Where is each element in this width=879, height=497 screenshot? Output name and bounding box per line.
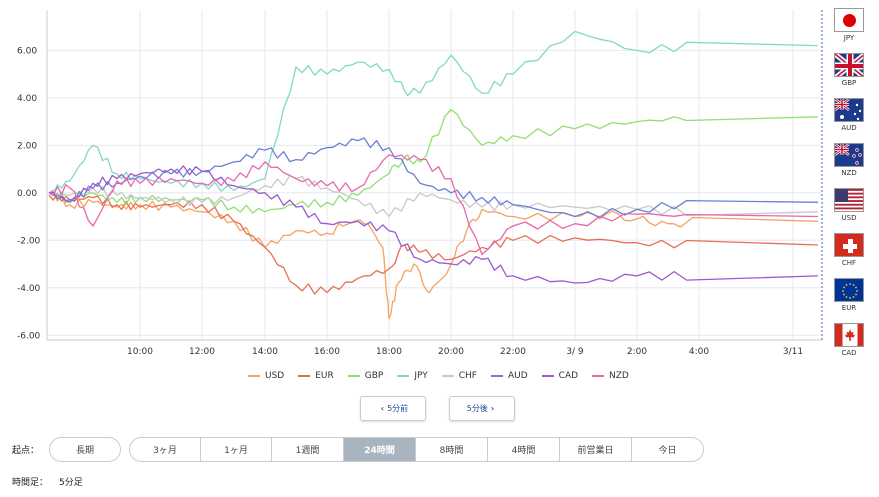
period-today-button[interactable]: 今日 <box>631 437 704 462</box>
y-tick-label: 0.00 <box>17 189 37 199</box>
x-tick-label: 16:00 <box>314 347 340 357</box>
legend-label: GBP <box>364 371 384 381</box>
flag-chf-label: CHF <box>841 259 857 267</box>
flag-usd-label: USD <box>841 214 857 222</box>
flag-cad-icon <box>834 323 864 347</box>
legend-swatch <box>490 375 503 377</box>
flag-gbp[interactable]: GBP <box>833 53 865 98</box>
series-line-usd <box>48 191 819 320</box>
period-24h-button[interactable]: 24時間 <box>343 437 416 462</box>
timeframe-label: 時間足： <box>12 478 49 488</box>
legend-label: AUD <box>507 371 528 381</box>
series-line-cad <box>48 165 819 284</box>
legend-swatch <box>592 375 605 377</box>
legend-swatch <box>298 375 311 377</box>
legend-item-aud[interactable]: AUD <box>490 369 528 383</box>
next-5min-label: 5分後 <box>466 404 488 413</box>
legend-item-jpy[interactable]: JPY <box>397 369 428 383</box>
x-tick-label: 4:00 <box>689 347 709 357</box>
x-tick-label: 18:00 <box>376 347 402 357</box>
chevron-right-icon: › <box>490 404 495 413</box>
prev-5min-button[interactable]: ‹ 5分前 <box>360 396 426 421</box>
x-tick-label: 14:00 <box>252 347 278 357</box>
x-tick-label: 3/11 <box>783 347 803 357</box>
period-prev-business-day-button[interactable]: 前営業日 <box>559 437 632 462</box>
next-5min-button[interactable]: 5分後 › <box>449 396 515 421</box>
period-4h-button[interactable]: 4時間 <box>487 437 560 462</box>
legend-swatch <box>397 375 410 377</box>
flag-usd[interactable]: USD <box>833 188 865 233</box>
x-tick-label: 20:00 <box>438 347 464 357</box>
period-3m-button[interactable]: 3ヶ月 <box>129 437 201 462</box>
flag-eur[interactable]: EUR <box>833 278 865 323</box>
y-tick-label: -6.00 <box>17 331 41 341</box>
start-point-label: 起点： <box>12 446 40 456</box>
flag-chf[interactable]: CHF <box>833 233 865 278</box>
legend-swatch <box>347 375 360 377</box>
flag-usd-icon <box>834 188 864 212</box>
series-line-jpy <box>48 30 819 195</box>
legend-item-chf[interactable]: CHF <box>441 369 477 383</box>
currency-flag-column: JPY GBP <box>833 8 865 368</box>
legend-item-cad[interactable]: CAD <box>541 369 579 383</box>
y-tick-label: -2.00 <box>17 236 41 246</box>
series-line-nzd <box>48 154 819 256</box>
period-long-button[interactable]: 長期 <box>49 437 121 462</box>
chart-legend: USD EUR GBP JPY CHF AUD CAD NZD <box>248 369 643 383</box>
x-tick-label: 3/ 9 <box>566 347 584 357</box>
x-tick-label: 22:00 <box>500 347 526 357</box>
flag-jpy-label: JPY <box>843 34 855 42</box>
flag-jpy[interactable]: JPY <box>833 8 865 53</box>
flag-eur-icon <box>834 278 864 302</box>
period-1m-button[interactable]: 1ヶ月 <box>200 437 272 462</box>
legend-label: CAD <box>558 371 579 381</box>
flag-nzd[interactable]: NZD <box>833 143 865 188</box>
flag-nzd-label: NZD <box>841 169 857 177</box>
period-1w-button[interactable]: 1週間 <box>271 437 344 462</box>
flag-aud-label: AUD <box>841 124 857 132</box>
timeframe-value: 5分足 <box>59 478 83 488</box>
legend-label: USD <box>265 371 285 381</box>
legend-item-nzd[interactable]: NZD <box>592 369 629 383</box>
x-tick-label: 2:00 <box>627 347 647 357</box>
y-tick-label: 6.00 <box>17 46 37 56</box>
series-line-chf <box>48 175 819 218</box>
flag-gbp-label: GBP <box>841 79 857 87</box>
flag-nzd-icon <box>834 143 864 167</box>
flag-jpy-icon <box>834 8 864 32</box>
legend-label: EUR <box>315 371 334 381</box>
currency-strength-chart: 6.00 4.00 2.00 0.00 -2.00 -4.00 -6.00 10:00 12:0… <box>17 10 823 357</box>
flag-aud-icon <box>834 98 864 122</box>
series-line-gbp <box>48 109 819 214</box>
x-tick-label: 12:00 <box>189 347 215 357</box>
legend-swatch <box>248 375 260 377</box>
period-8h-button[interactable]: 8時間 <box>415 437 488 462</box>
flag-chf-icon <box>834 233 864 257</box>
flag-aud[interactable]: AUD <box>833 98 865 143</box>
x-tick-label: 10:00 <box>127 347 153 357</box>
chevron-left-icon: ‹ <box>380 404 385 413</box>
legend-label: JPY <box>414 371 428 381</box>
y-tick-label: 2.00 <box>17 141 37 151</box>
flag-cad[interactable]: CAD <box>833 323 865 368</box>
legend-swatch <box>441 375 454 377</box>
legend-label: NZD <box>609 371 629 381</box>
legend-swatch <box>541 375 554 377</box>
legend-item-gbp[interactable]: GBP <box>347 369 384 383</box>
series-line-aud <box>48 137 819 218</box>
legend-label: CHF <box>458 371 477 381</box>
legend-item-eur[interactable]: EUR <box>298 369 334 383</box>
series-line-eur <box>48 192 819 295</box>
y-tick-label: 4.00 <box>17 94 37 104</box>
prev-5min-label: 5分前 <box>387 404 409 413</box>
flag-gbp-icon <box>834 53 864 77</box>
y-tick-label: -4.00 <box>17 284 41 294</box>
flag-eur-label: EUR <box>841 304 857 312</box>
flag-cad-label: CAD <box>841 349 857 357</box>
legend-item-usd[interactable]: USD <box>248 369 284 383</box>
